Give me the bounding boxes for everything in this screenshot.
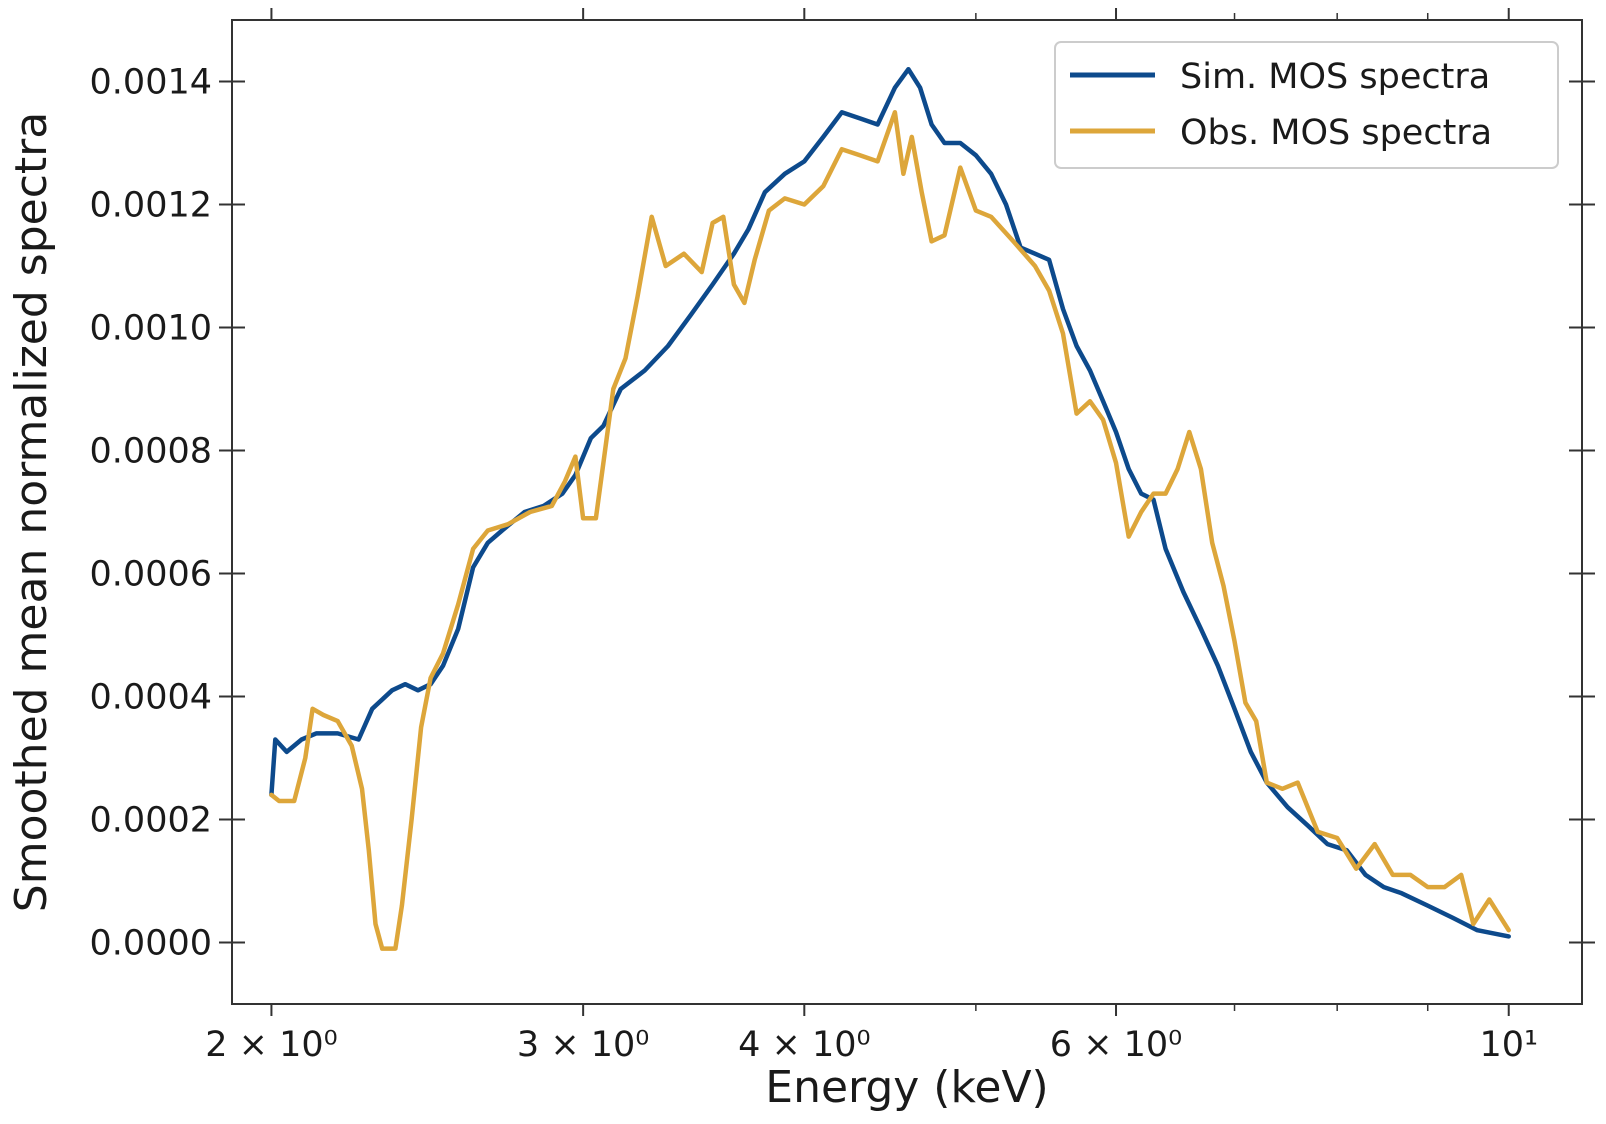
legend-box bbox=[1054, 41, 1559, 169]
series-line-sim bbox=[269, 66, 1511, 939]
y-tick-label: 0.0000 bbox=[90, 924, 212, 964]
x-axis-label: Energy (keV) bbox=[765, 1062, 1048, 1113]
y-axis-label: Smoothed mean normalized spectra bbox=[6, 112, 57, 912]
y-tick-label: 0.0010 bbox=[90, 309, 212, 349]
plot-frame bbox=[231, 19, 1583, 1005]
y-tick-label: 0.0012 bbox=[90, 186, 212, 226]
x-axis-ticks: 2 × 10⁰ 3 × 10⁰ 4 × 10⁰ 6 × 10⁰ 10¹ bbox=[205, 8, 1538, 1065]
x-tick-label: 4 × 10⁰ bbox=[738, 1025, 870, 1065]
legend-label-obs: Obs. MOS spectra bbox=[1180, 113, 1492, 153]
legend-label-sim: Sim. MOS spectra bbox=[1180, 57, 1490, 97]
y-tick-label: 0.0006 bbox=[90, 555, 212, 595]
legend: Sim. MOS spectra Obs. MOS spectra bbox=[1054, 41, 1559, 169]
y-tick-label: 0.0014 bbox=[90, 63, 212, 103]
x-tick-label: 10¹ bbox=[1479, 1025, 1538, 1065]
x-tick-label: 2 × 10⁰ bbox=[205, 1025, 337, 1065]
x-tick-label: 3 × 10⁰ bbox=[517, 1025, 649, 1065]
y-axis-ticks: 0.0000 0.0002 0.0004 0.0006 0.0008 0.0010 0.00… bbox=[90, 63, 1595, 964]
x-tick-label: 6 × 10⁰ bbox=[1050, 1025, 1182, 1065]
y-tick-label: 0.0002 bbox=[90, 801, 212, 841]
series-layer bbox=[269, 66, 1511, 951]
y-tick-label: 0.0004 bbox=[90, 678, 212, 718]
series-line-obs bbox=[269, 110, 1511, 951]
y-tick-label: 0.0008 bbox=[90, 432, 212, 472]
